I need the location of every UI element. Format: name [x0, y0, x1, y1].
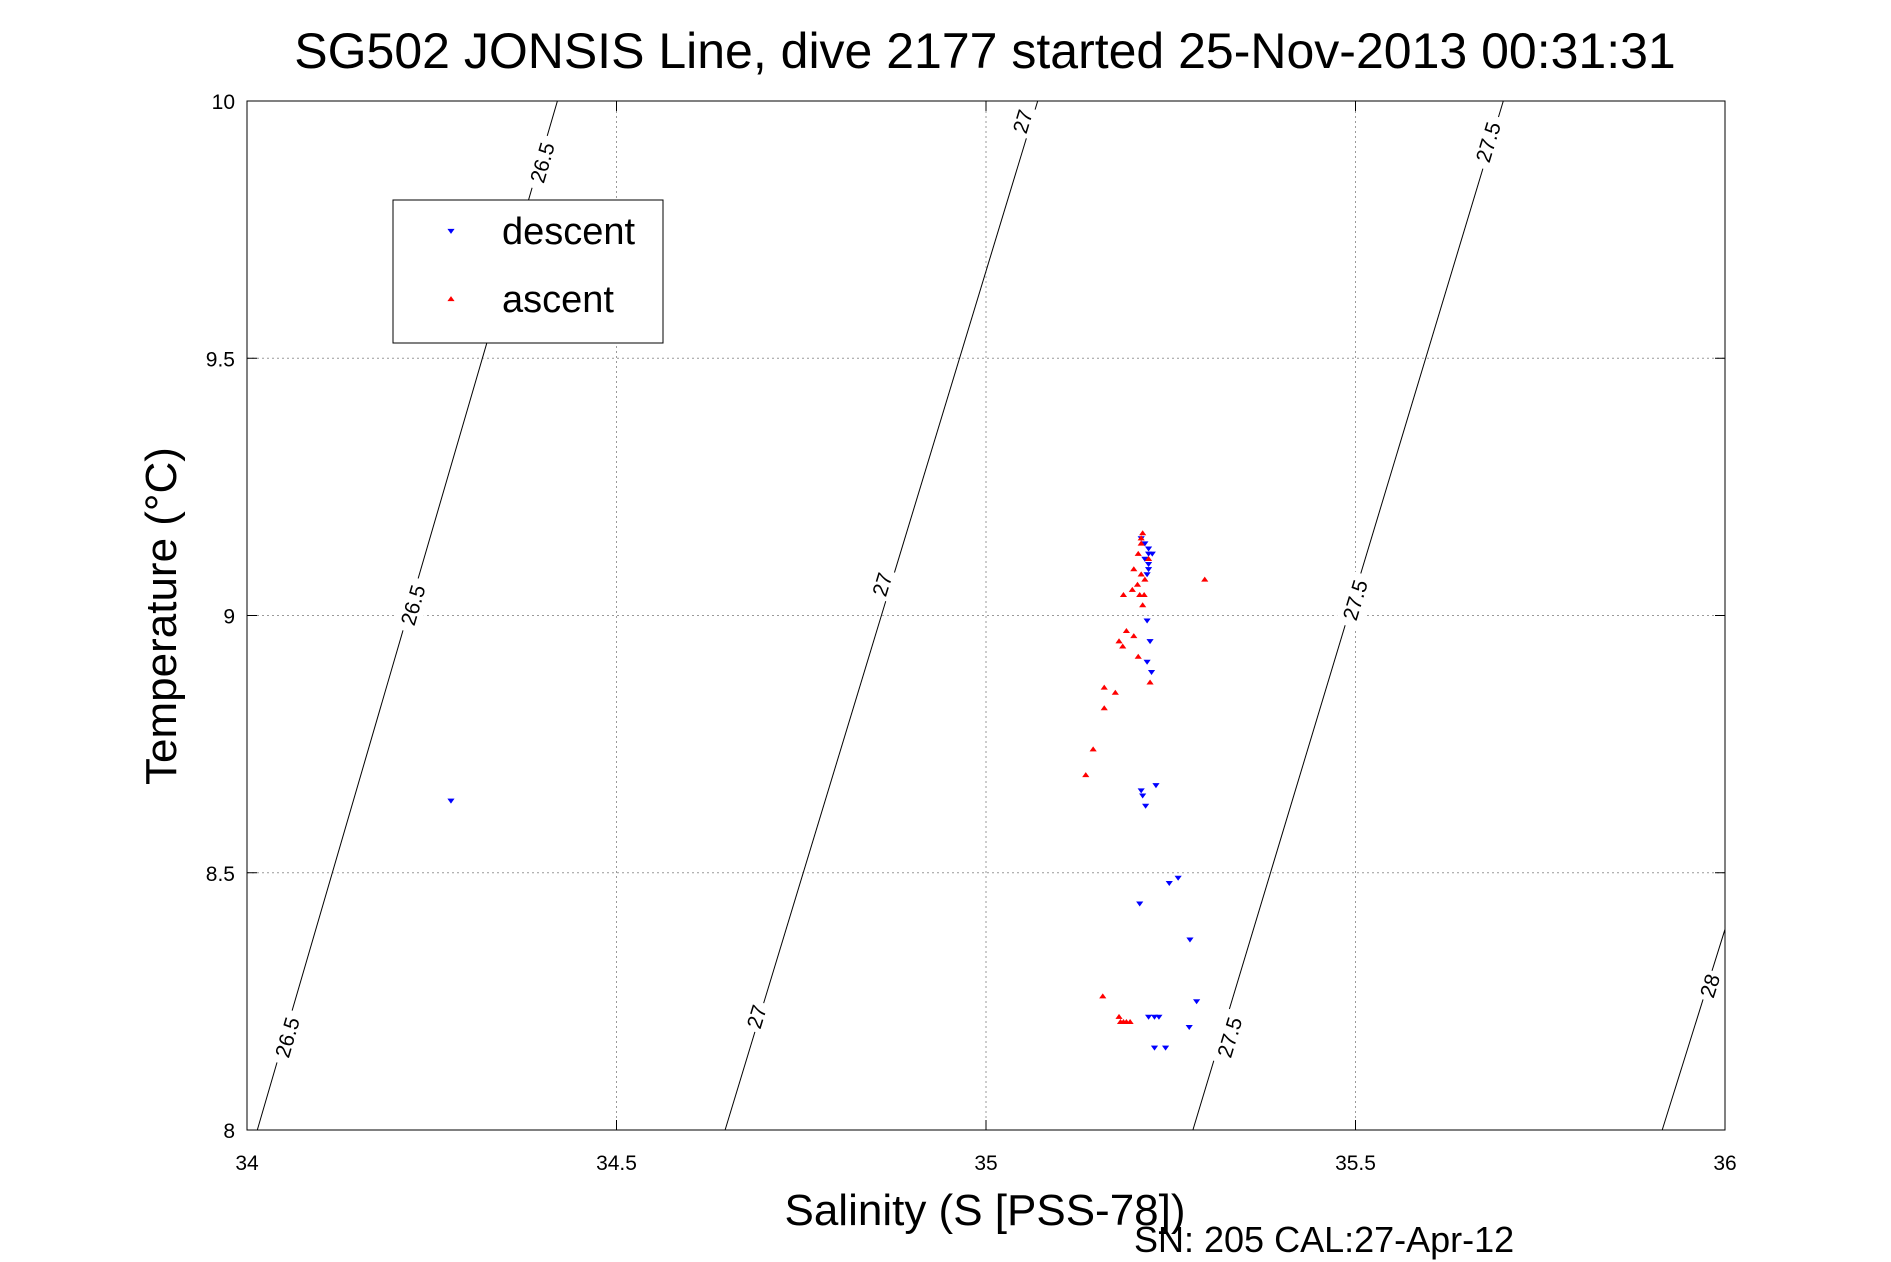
ascent-point	[1134, 653, 1142, 659]
descent-point	[1185, 1025, 1193, 1031]
descent-point	[1143, 659, 1151, 665]
descent-point	[1174, 875, 1182, 881]
ascent-point	[1122, 628, 1130, 634]
ascent-point	[1111, 689, 1119, 695]
descent-point	[1139, 793, 1147, 799]
descent-point	[1144, 1014, 1153, 1020]
ascent-point	[1115, 1013, 1123, 1019]
ascent-point	[1139, 602, 1147, 608]
descent-point	[1142, 803, 1150, 809]
y-tick-label: 8.5	[206, 863, 235, 886]
ascent-point	[1099, 993, 1107, 999]
descent-point	[1193, 999, 1201, 1005]
descent-point	[1146, 639, 1154, 645]
contour-label-bg	[1209, 1007, 1251, 1068]
contour-label: 27	[740, 998, 774, 1035]
ascent-point	[1130, 633, 1138, 639]
ascent-point	[1201, 576, 1209, 582]
descent-point	[1150, 1045, 1159, 1051]
ascent-point	[1139, 530, 1147, 536]
x-tick-label: 36	[1713, 1152, 1736, 1175]
descent-point	[1148, 551, 1156, 557]
ascent-point	[1137, 571, 1145, 577]
ascent-point	[1137, 535, 1145, 541]
x-tick-label: 35.5	[1335, 1152, 1376, 1175]
descent-point	[1186, 937, 1194, 943]
contour-label-bg	[865, 566, 900, 603]
chart-title: SG502 JONSIS Line, dive 2177 started 25-…	[294, 23, 1675, 79]
contour-label-bg	[393, 575, 434, 635]
contour-label-bg	[740, 998, 774, 1035]
ascent-point	[1144, 555, 1153, 562]
contour-label-bg	[1693, 967, 1728, 1005]
ascent-point	[1119, 592, 1128, 598]
descent-point	[1136, 901, 1144, 907]
ascent-point	[1137, 540, 1145, 546]
contour-label: 28	[1693, 967, 1728, 1005]
sigma-contour-28	[1661, 929, 1726, 1131]
contour-label-bg	[1006, 103, 1040, 140]
ascent-point	[1089, 746, 1097, 752]
ascent-point	[1136, 592, 1144, 598]
descent-point	[1152, 783, 1160, 789]
data-markers	[447, 530, 1209, 1051]
y-tick-label: 9.5	[206, 348, 235, 371]
ascent-point	[1082, 772, 1090, 778]
ascent-point	[1100, 705, 1108, 711]
descent-point	[1137, 788, 1145, 794]
descent-point	[1165, 880, 1173, 886]
sigma-contour-27	[724, 100, 1039, 1131]
ascent-point	[1134, 550, 1142, 556]
x-tick-label: 34.5	[596, 1152, 637, 1175]
ascent-point	[1146, 679, 1154, 685]
x-tick-label: 34	[235, 1152, 259, 1175]
ascent-point	[1119, 643, 1127, 649]
contour-label: 27	[865, 566, 900, 603]
y-tick-label: 9	[223, 606, 235, 629]
descent-point	[1147, 669, 1156, 676]
descent-point	[1144, 567, 1153, 573]
contour-label-bg	[1335, 570, 1376, 630]
descent-point	[1144, 546, 1153, 552]
ascent-point	[1115, 638, 1123, 644]
ascent-point	[1100, 684, 1108, 690]
x-axis-label: Salinity (S [PSS-78])	[784, 1186, 1185, 1235]
descent-point	[1150, 1014, 1159, 1020]
legend-box	[392, 199, 664, 344]
ascent-point	[1126, 1019, 1134, 1025]
descent-point	[1143, 618, 1151, 624]
descent-point	[1161, 1045, 1170, 1051]
contour-label-bg	[1468, 112, 1509, 172]
descent-point	[1144, 561, 1153, 567]
legend: descent ascent	[392, 199, 664, 344]
x-tick-label: 35	[974, 1152, 997, 1175]
axis-ticks: 34 34.5 35 35.5 36 8 8.5 9 9.5 10	[206, 91, 1737, 1175]
descent-point	[1143, 572, 1151, 578]
contour-label-bg	[522, 133, 563, 193]
ascent-point	[1130, 566, 1138, 572]
footer-calibration: SN: 205 CAL:27-Apr-12	[1134, 1219, 1514, 1260]
legend-label-ascent: ascent	[502, 279, 614, 321]
legend-marker-descent	[447, 228, 455, 234]
ascent-point	[1128, 586, 1136, 592]
y-axis-label: Temperature (°C)	[137, 447, 186, 785]
legend-label-descent: descent	[502, 211, 636, 253]
ascent-point	[1133, 581, 1142, 587]
ascent-point	[1141, 576, 1149, 582]
y-tick-label: 10	[212, 91, 235, 114]
contour-label: 27	[1006, 103, 1040, 140]
descent-point	[1155, 1014, 1163, 1020]
y-tick-label: 8	[223, 1120, 235, 1143]
legend-marker-ascent	[447, 296, 455, 302]
contour-label-bg	[267, 1007, 308, 1067]
descent-point	[447, 798, 455, 804]
ascent-point	[1140, 592, 1148, 598]
